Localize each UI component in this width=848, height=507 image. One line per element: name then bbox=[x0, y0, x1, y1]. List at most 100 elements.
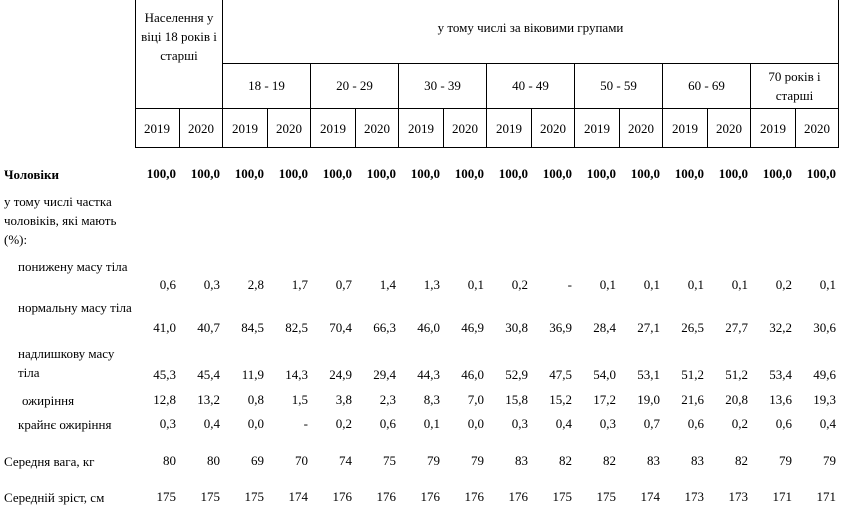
cell-value: 7,0 bbox=[467, 392, 484, 407]
cell-value: 0,7 bbox=[643, 416, 660, 431]
year-header: 2019 bbox=[408, 121, 434, 136]
cell-value: 41,0 bbox=[153, 320, 176, 335]
cell-value: 75 bbox=[383, 453, 396, 468]
cell-value: 19,0 bbox=[637, 392, 660, 407]
cell-value: 100,0 bbox=[762, 166, 792, 181]
cell-value: 0,4 bbox=[555, 416, 572, 431]
cell-value: 1,5 bbox=[291, 392, 308, 407]
cell-value: 2,8 bbox=[247, 277, 264, 292]
cell-value: 100,0 bbox=[190, 166, 220, 181]
row-label: у тому числі частка чоловіків, які мають… bbox=[4, 194, 117, 247]
cell-value: 100,0 bbox=[718, 166, 748, 181]
cell-value: 174 bbox=[640, 489, 661, 504]
year-header: 2019 bbox=[232, 121, 258, 136]
cell-value: 82 bbox=[735, 453, 748, 468]
cell-value: 0,6 bbox=[159, 277, 176, 292]
cell-value: 49,6 bbox=[813, 367, 836, 382]
year-header: 2019 bbox=[672, 121, 698, 136]
cell-value: 82 bbox=[559, 453, 572, 468]
cell-value: 79 bbox=[427, 453, 440, 468]
cell-value: 100,0 bbox=[674, 166, 704, 181]
cell-value: 100,0 bbox=[322, 166, 352, 181]
cell-value: 36,9 bbox=[549, 320, 572, 335]
cell-value: 19,3 bbox=[813, 392, 836, 407]
cell-value: 79 bbox=[823, 453, 836, 468]
cell-value: 27,7 bbox=[725, 320, 748, 335]
cell-value: 70,4 bbox=[329, 320, 352, 335]
cell-value: 0,2 bbox=[775, 277, 792, 292]
cell-value: 0,2 bbox=[335, 416, 352, 431]
cell-value: 70 bbox=[295, 453, 308, 468]
cell-value: 82,5 bbox=[285, 320, 308, 335]
population-header: Населення у віці 18 років і старші bbox=[141, 10, 217, 63]
year-header: 2020 bbox=[452, 121, 478, 136]
cell-value: 47,5 bbox=[549, 367, 572, 382]
cell-value: 54,0 bbox=[593, 367, 616, 382]
row-label: Чоловіки bbox=[4, 167, 59, 182]
cell-value: 20,8 bbox=[725, 392, 748, 407]
row-label: Середній зріст, см bbox=[4, 490, 105, 505]
cell-value: 0,3 bbox=[599, 416, 616, 431]
cell-value: 0,1 bbox=[687, 277, 704, 292]
cell-value: 173 bbox=[684, 489, 705, 504]
year-header: 2020 bbox=[540, 121, 566, 136]
cell-value: 53,1 bbox=[637, 367, 660, 382]
cell-value: 46,0 bbox=[461, 367, 484, 382]
cell-value: 100,0 bbox=[630, 166, 660, 181]
cell-value: 83 bbox=[647, 453, 660, 468]
cell-value: 0,7 bbox=[335, 277, 352, 292]
cell-value: 100,0 bbox=[542, 166, 572, 181]
cell-value: 174 bbox=[288, 489, 309, 504]
cell-value: 15,8 bbox=[505, 392, 528, 407]
age-group: 70 років і старші bbox=[768, 69, 821, 103]
age-group: 40 - 49 bbox=[512, 78, 549, 93]
cell-value: 51,2 bbox=[681, 367, 704, 382]
cell-value: 26,5 bbox=[681, 320, 704, 335]
cell-value: 100,0 bbox=[278, 166, 308, 181]
cell-value: 173 bbox=[728, 489, 749, 504]
year-header: 2019 bbox=[760, 121, 786, 136]
cell-value: 100,0 bbox=[498, 166, 528, 181]
cell-value: 176 bbox=[376, 489, 397, 504]
cell-value: 2,3 bbox=[379, 392, 396, 407]
row-label: нормальну масу тіла bbox=[18, 300, 132, 315]
row-label: ожиріння bbox=[22, 393, 75, 408]
age-group: 30 - 39 bbox=[424, 78, 461, 93]
year-header: 2020 bbox=[716, 121, 742, 136]
cell-value: 100,0 bbox=[410, 166, 440, 181]
cell-value: 79 bbox=[779, 453, 792, 468]
cell-value: 11,9 bbox=[241, 367, 264, 382]
cell-value: 83 bbox=[691, 453, 704, 468]
cell-value: 80 bbox=[207, 453, 220, 468]
cell-value: 84,5 bbox=[241, 320, 264, 335]
cell-value: 0,0 bbox=[247, 416, 264, 431]
cell-value: 176 bbox=[332, 489, 353, 504]
cell-value: 46,0 bbox=[417, 320, 440, 335]
cell-value: 0,6 bbox=[379, 416, 396, 431]
cell-value: 176 bbox=[420, 489, 441, 504]
age-group: 60 - 69 bbox=[688, 78, 725, 93]
cell-value: 0,1 bbox=[731, 277, 748, 292]
year-header: 2020 bbox=[188, 121, 214, 136]
cell-value: 44,3 bbox=[417, 367, 440, 382]
year-header: 2020 bbox=[364, 121, 390, 136]
age-group: 50 - 59 bbox=[600, 78, 637, 93]
cell-value: 1,3 bbox=[423, 277, 440, 292]
cell-value: 0,1 bbox=[423, 416, 440, 431]
cell-value: 51,2 bbox=[725, 367, 748, 382]
cell-value: 0,1 bbox=[467, 277, 484, 292]
cell-value: 12,8 bbox=[153, 392, 176, 407]
cell-value: 0,3 bbox=[203, 277, 220, 292]
cell-value: 1,7 bbox=[291, 277, 308, 292]
cell-value: 8,3 bbox=[423, 392, 440, 407]
cell-value: 17,2 bbox=[593, 392, 616, 407]
group-title: у тому числі за віковими групами bbox=[437, 20, 624, 35]
cell-value: 32,2 bbox=[769, 320, 792, 335]
cell-value: 29,4 bbox=[373, 367, 396, 382]
cell-value: 100,0 bbox=[234, 166, 264, 181]
cell-value: 45,4 bbox=[197, 367, 220, 382]
cell-value: 15,2 bbox=[549, 392, 572, 407]
cell-value: 21,6 bbox=[681, 392, 704, 407]
